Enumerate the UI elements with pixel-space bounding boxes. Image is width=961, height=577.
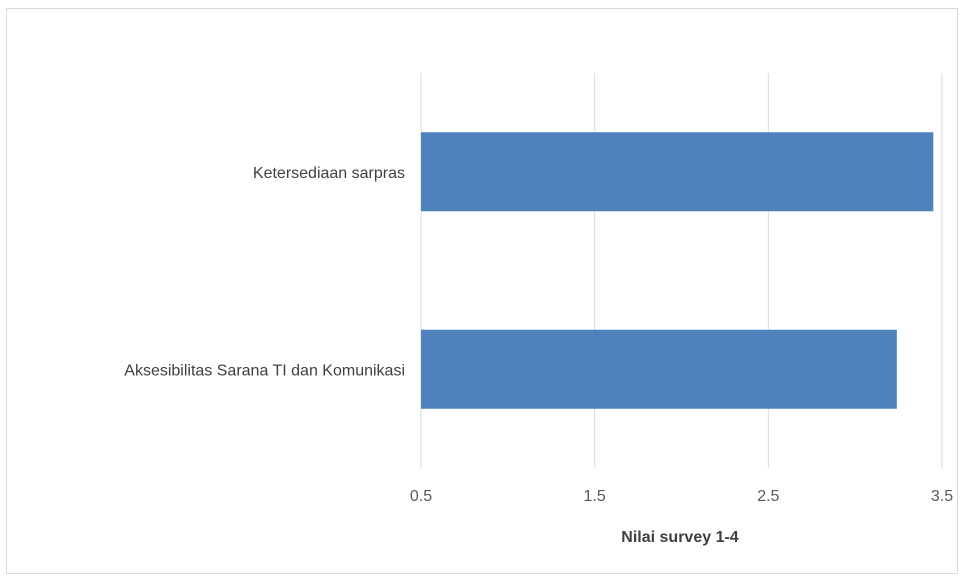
category-label: Aksesibilitas Sarana TI dan Komunikasi [124,362,405,379]
x-tick-label: 1.5 [584,488,606,505]
bar [421,132,934,212]
x-tick-label: 2.5 [757,488,779,505]
chart-frame [6,8,958,574]
category-labels: Ketersediaan sarpras Aksesibilitas Sarana… [124,165,405,380]
bars [421,132,934,409]
x-tick-labels: 0.5 1.5 2.5 3.5 [410,488,953,505]
bar [421,329,897,409]
x-tick-label: 3.5 [931,488,953,505]
category-label: Ketersediaan sarpras [253,165,405,182]
x-tick-label: 0.5 [410,488,432,505]
x-axis-title: Nilai survey 1-4 [621,529,739,546]
